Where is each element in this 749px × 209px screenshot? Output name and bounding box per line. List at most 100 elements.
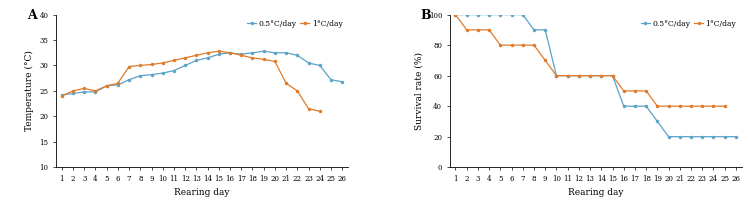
0.5°C/day — [79, 91, 88, 93]
1°C/day — [721, 105, 730, 107]
0.5°C/day — [225, 51, 234, 54]
Y-axis label: Temperature (°C): Temperature (°C) — [25, 51, 34, 131]
1°C/day — [102, 85, 111, 87]
0.5°C/day — [102, 85, 111, 87]
0.5°C/day — [552, 74, 561, 77]
0.5°C/day — [597, 74, 606, 77]
Line: 1°C/day: 1°C/day — [454, 13, 727, 108]
1°C/day — [642, 90, 651, 92]
0.5°C/day — [315, 64, 324, 67]
0.5°C/day — [57, 94, 66, 96]
0.5°C/day — [586, 74, 595, 77]
Line: 1°C/day: 1°C/day — [60, 50, 321, 113]
1°C/day — [462, 29, 471, 31]
0.5°C/day — [687, 135, 696, 138]
1°C/day — [530, 44, 539, 46]
0.5°C/day — [192, 59, 201, 62]
1°C/day — [282, 82, 291, 84]
1°C/day — [619, 90, 628, 92]
1°C/day — [597, 74, 606, 77]
Line: 0.5°C/day: 0.5°C/day — [454, 13, 738, 138]
0.5°C/day — [304, 62, 313, 64]
0.5°C/day — [181, 64, 189, 67]
1°C/day — [518, 44, 527, 46]
1°C/day — [225, 51, 234, 54]
0.5°C/day — [619, 105, 628, 107]
1°C/day — [485, 29, 494, 31]
1°C/day — [169, 59, 178, 62]
1°C/day — [586, 74, 595, 77]
0.5°C/day — [293, 54, 302, 57]
1°C/day — [451, 13, 460, 16]
0.5°C/day — [698, 135, 707, 138]
0.5°C/day — [473, 13, 482, 16]
1°C/day — [203, 51, 212, 54]
0.5°C/day — [91, 91, 100, 93]
1°C/day — [181, 57, 189, 59]
1°C/day — [91, 90, 100, 92]
Legend: 0.5°C/day, 1°C/day: 0.5°C/day, 1°C/day — [246, 18, 344, 29]
1°C/day — [709, 105, 718, 107]
Text: A: A — [27, 9, 37, 22]
0.5°C/day — [709, 135, 718, 138]
0.5°C/day — [608, 74, 617, 77]
0.5°C/day — [541, 29, 550, 31]
0.5°C/day — [270, 51, 279, 54]
0.5°C/day — [574, 74, 583, 77]
0.5°C/day — [169, 69, 178, 72]
0.5°C/day — [68, 92, 77, 95]
0.5°C/day — [732, 135, 741, 138]
1°C/day — [237, 54, 246, 57]
1°C/day — [563, 74, 572, 77]
0.5°C/day — [124, 78, 133, 81]
1°C/day — [113, 82, 122, 84]
1°C/day — [158, 62, 167, 64]
0.5°C/day — [496, 13, 505, 16]
0.5°C/day — [563, 74, 572, 77]
0.5°C/day — [451, 13, 460, 16]
1°C/day — [304, 107, 313, 110]
1°C/day — [68, 90, 77, 92]
0.5°C/day — [113, 84, 122, 86]
0.5°C/day — [203, 57, 212, 59]
1°C/day — [552, 74, 561, 77]
1°C/day — [608, 74, 617, 77]
1°C/day — [473, 29, 482, 31]
0.5°C/day — [721, 135, 730, 138]
1°C/day — [574, 74, 583, 77]
1°C/day — [293, 90, 302, 92]
1°C/day — [541, 59, 550, 62]
Text: B: B — [421, 9, 431, 22]
0.5°C/day — [507, 13, 516, 16]
1°C/day — [124, 65, 133, 68]
1°C/day — [653, 105, 662, 107]
Y-axis label: Survival rate (%): Survival rate (%) — [414, 52, 423, 130]
1°C/day — [270, 60, 279, 63]
0.5°C/day — [485, 13, 494, 16]
0.5°C/day — [462, 13, 471, 16]
0.5°C/day — [237, 53, 246, 56]
Legend: 0.5°C/day, 1°C/day: 0.5°C/day, 1°C/day — [639, 18, 738, 29]
1°C/day — [687, 105, 696, 107]
Line: 0.5°C/day: 0.5°C/day — [60, 50, 344, 97]
X-axis label: Rearing day: Rearing day — [175, 188, 230, 197]
1°C/day — [57, 95, 66, 97]
0.5°C/day — [158, 72, 167, 74]
1°C/day — [496, 44, 505, 46]
0.5°C/day — [248, 51, 257, 54]
1°C/day — [676, 105, 685, 107]
0.5°C/day — [642, 105, 651, 107]
0.5°C/day — [676, 135, 685, 138]
1°C/day — [507, 44, 516, 46]
1°C/day — [147, 63, 156, 66]
1°C/day — [664, 105, 673, 107]
0.5°C/day — [653, 120, 662, 123]
1°C/day — [259, 58, 268, 61]
0.5°C/day — [664, 135, 673, 138]
0.5°C/day — [327, 78, 336, 81]
0.5°C/day — [631, 105, 640, 107]
0.5°C/day — [282, 51, 291, 54]
1°C/day — [631, 90, 640, 92]
0.5°C/day — [518, 13, 527, 16]
1°C/day — [79, 87, 88, 90]
